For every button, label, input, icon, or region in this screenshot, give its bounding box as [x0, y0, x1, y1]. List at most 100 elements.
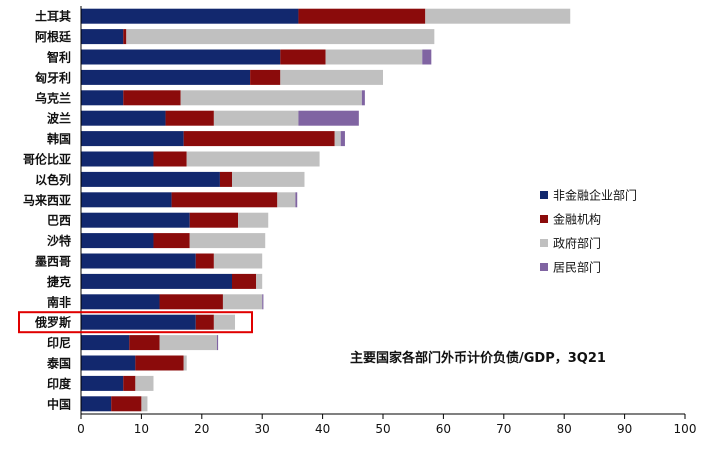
bar-segment-1-6 [81, 110, 166, 126]
bar-segment-2-15 [159, 294, 223, 310]
legend-swatch [540, 239, 548, 247]
bar-segment-2-17 [129, 335, 160, 351]
x-tick-label: 20 [194, 422, 209, 436]
bar-segment-2-13 [195, 253, 214, 269]
bar-segment-3-7 [334, 131, 341, 147]
bar-segment-1-11 [81, 212, 190, 228]
category-label: 智利 [46, 50, 71, 65]
bar-segment-3-14 [256, 273, 263, 289]
bar-segment-1-5 [81, 90, 124, 106]
bar-segment-2-2 [123, 29, 127, 45]
bar-segment-1-16 [81, 314, 196, 330]
bar-segment-4-6 [298, 110, 359, 126]
x-tick-label: 80 [557, 422, 572, 436]
bar-segment-3-12 [189, 233, 266, 249]
bar-segment-2-6 [165, 110, 214, 126]
x-tick-label: 50 [375, 422, 390, 436]
bar-segment-2-3 [280, 49, 326, 65]
bar-segment-2-11 [189, 212, 239, 228]
legend-swatch [540, 191, 548, 199]
legend-label: 金融机构 [553, 212, 601, 227]
bar-segment-1-3 [81, 49, 281, 65]
legend-label: 居民部门 [553, 260, 601, 275]
bar-segment-1-17 [81, 335, 130, 351]
bar-segment-4-3 [422, 49, 432, 65]
bar-segment-1-10 [81, 192, 172, 208]
bar-segment-1-4 [81, 69, 251, 85]
category-label: 南非 [47, 294, 71, 309]
category-label: 阿根廷 [35, 29, 72, 44]
x-tick-label: 70 [496, 422, 511, 436]
bar-segment-1-9 [81, 171, 220, 187]
bar-segment-2-9 [219, 171, 232, 187]
category-label: 乌克兰 [35, 90, 71, 105]
category-labels: 土耳其阿根廷智利匈牙利乌克兰波兰韩国哥伦比亚以色列马来西亚巴西沙特墨西哥捷克南非… [23, 9, 72, 412]
x-tick-label: 40 [315, 422, 330, 436]
bar-segment-2-7 [183, 131, 335, 147]
bar-segment-1-18 [81, 355, 136, 371]
highlight-box [18, 311, 253, 334]
category-label: 马来西亚 [23, 192, 71, 207]
bar-segment-2-16 [195, 314, 214, 330]
bar-segment-3-20 [141, 396, 148, 412]
bar-segment-4-15 [262, 294, 264, 310]
bar-segment-4-10 [295, 192, 298, 208]
bar-segment-2-4 [250, 69, 281, 85]
category-label: 以色列 [35, 172, 71, 187]
bar-segment-3-15 [222, 294, 263, 310]
x-axis-ticks: 0 10 20 30 40 50 60 70 80 90 100 [77, 414, 696, 436]
legend-swatch [540, 215, 548, 223]
bar-segment-3-1 [425, 8, 571, 24]
bar-segment-2-10 [171, 192, 278, 208]
category-label: 土耳其 [35, 9, 71, 24]
bar-segment-3-10 [277, 192, 296, 208]
bar-segment-1-15 [81, 294, 160, 310]
bar-segment-2-12 [153, 233, 190, 249]
bar-segment-1-12 [81, 233, 154, 249]
category-label: 匈牙利 [34, 70, 71, 85]
bars-layer [81, 8, 571, 412]
category-label: 中国 [47, 396, 71, 411]
bar-segment-3-4 [280, 69, 383, 85]
legend-label: 政府部门 [553, 236, 601, 251]
bar-segment-4-5 [361, 90, 365, 106]
bar-segment-3-19 [135, 375, 154, 391]
bar-segment-3-5 [180, 90, 362, 106]
bar-segment-1-8 [81, 151, 154, 167]
bar-segment-1-20 [81, 396, 112, 412]
bar-segment-1-13 [81, 253, 196, 269]
bar-segment-2-8 [153, 151, 187, 167]
x-tick-label: 30 [255, 422, 270, 436]
chart-title: 主要国家各部门外币计价负债/GDP，3Q21 [350, 350, 606, 366]
category-label: 墨西哥 [35, 255, 71, 269]
category-label: 沙特 [47, 233, 71, 248]
legend-swatch [540, 263, 548, 271]
bar-segment-3-11 [238, 212, 269, 228]
category-label: 捷克 [47, 274, 71, 289]
legend-label: 非金融企业部门 [553, 188, 637, 203]
x-tick-label: 60 [436, 422, 451, 436]
category-label: 韩国 [47, 131, 71, 146]
bar-segment-3-3 [325, 49, 423, 65]
bar-segment-3-2 [126, 29, 435, 45]
x-tick-label: 90 [617, 422, 632, 436]
bar-segment-3-13 [213, 253, 263, 269]
bar-segment-3-16 [213, 314, 236, 330]
category-label: 巴西 [47, 214, 71, 228]
bar-segment-3-6 [213, 110, 299, 126]
bar-segment-1-2 [81, 29, 124, 45]
bar-segment-3-9 [232, 171, 305, 187]
bar-segment-2-14 [232, 273, 257, 289]
bar-segment-1-14 [81, 273, 232, 289]
category-label: 印度 [47, 376, 72, 391]
bar-segment-1-1 [81, 8, 299, 24]
bar-segment-2-5 [123, 90, 181, 106]
bar-segment-3-17 [159, 335, 217, 351]
bar-segment-1-7 [81, 131, 184, 147]
bar-segment-2-18 [135, 355, 184, 371]
category-label: 哥伦比亚 [23, 152, 71, 167]
bar-segment-4-7 [340, 131, 345, 147]
bar-segment-1-19 [81, 375, 124, 391]
bar-segment-3-8 [186, 151, 320, 167]
